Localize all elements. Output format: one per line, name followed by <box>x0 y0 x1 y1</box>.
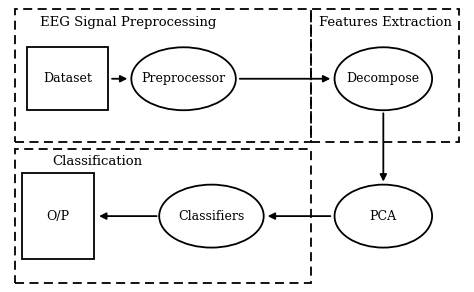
Ellipse shape <box>131 47 236 110</box>
Text: O/P: O/P <box>46 210 70 223</box>
Text: Dataset: Dataset <box>43 72 92 85</box>
Text: Classification: Classification <box>53 155 143 168</box>
Text: Decompose: Decompose <box>347 72 420 85</box>
Text: EEG Signal Preprocessing: EEG Signal Preprocessing <box>40 16 216 29</box>
Text: Preprocessor: Preprocessor <box>142 72 226 85</box>
Ellipse shape <box>335 185 432 248</box>
FancyBboxPatch shape <box>27 47 108 110</box>
Text: Features Extraction: Features Extraction <box>319 16 452 29</box>
Ellipse shape <box>335 47 432 110</box>
Text: Classifiers: Classifiers <box>178 210 245 223</box>
Text: PCA: PCA <box>370 210 397 223</box>
Ellipse shape <box>159 185 264 248</box>
FancyBboxPatch shape <box>22 173 94 259</box>
